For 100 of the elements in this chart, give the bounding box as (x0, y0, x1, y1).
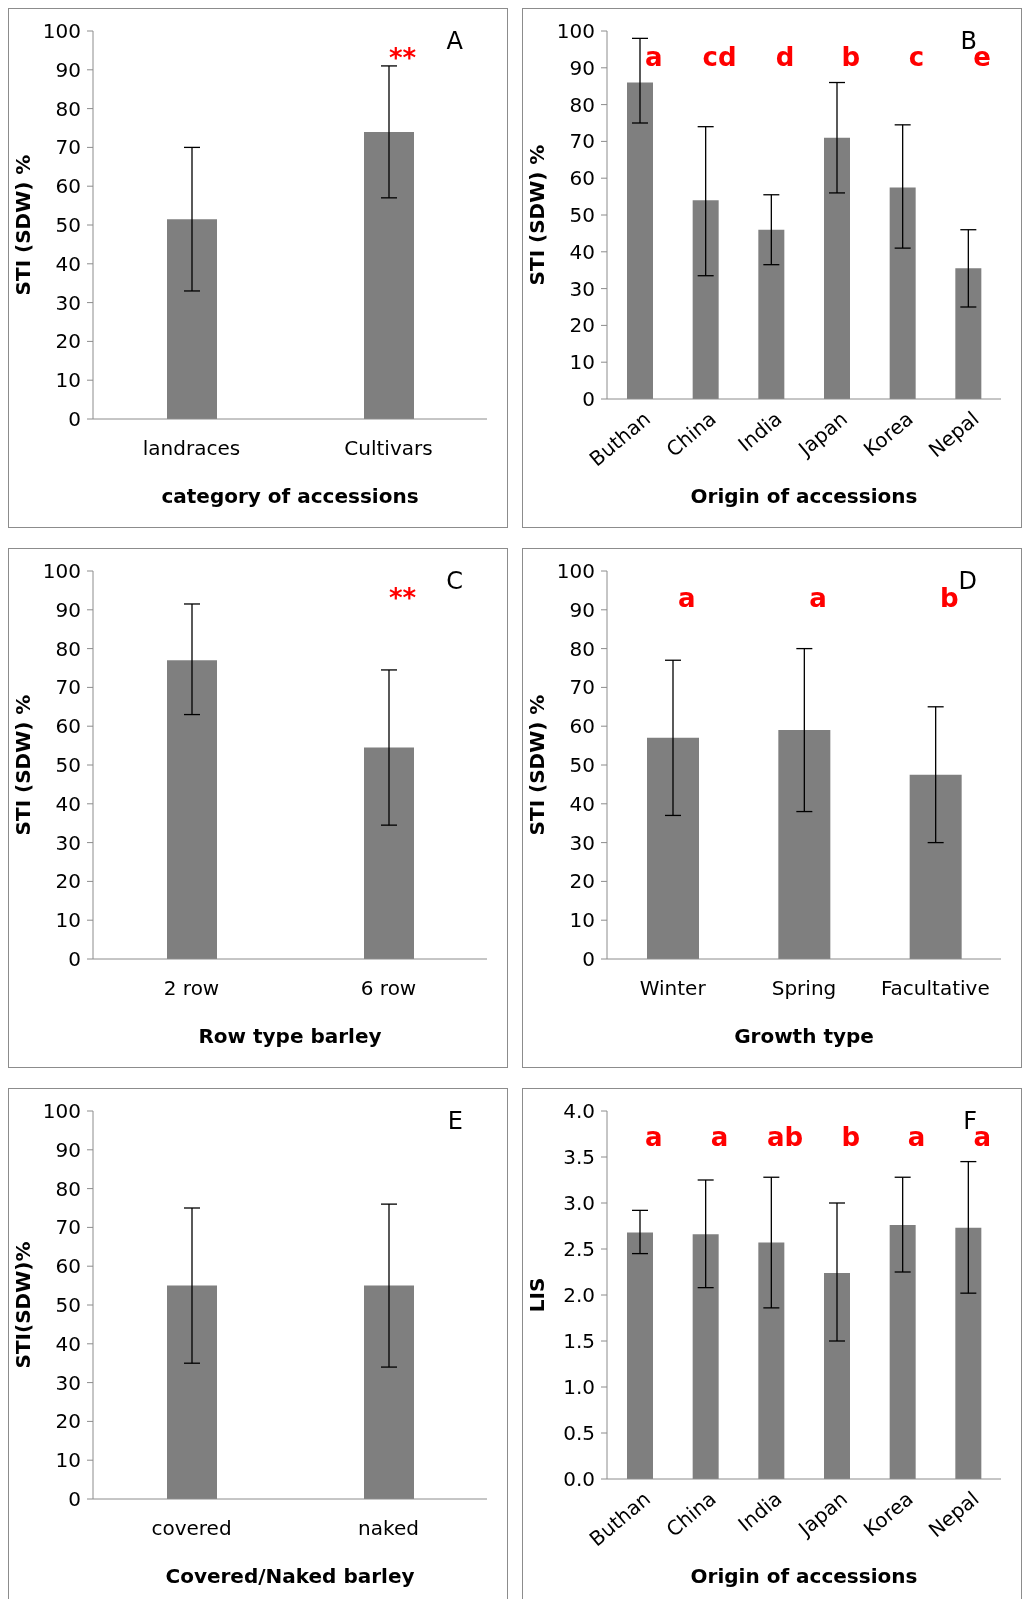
y-tick-label: 80 (55, 1176, 81, 1201)
y-tick-label: 80 (55, 636, 81, 661)
y-tick-label: 2.5 (563, 1237, 595, 1261)
annotation: a (645, 41, 663, 72)
x-axis-title: Growth type (734, 1024, 874, 1048)
y-tick-label: 4.0 (563, 1099, 595, 1123)
x-tick-label: Winter (639, 976, 707, 1000)
bar (909, 774, 962, 959)
y-tick-label: 100 (556, 19, 595, 43)
bar (955, 268, 982, 399)
y-tick-label: 30 (569, 276, 595, 301)
y-tick-label: 0.5 (563, 1421, 595, 1445)
x-axis-title: Covered/Naked barley (165, 1564, 415, 1588)
bar (889, 1225, 916, 1479)
bar (889, 187, 916, 399)
x-tick-label: landraces (142, 436, 241, 460)
annotation: D (958, 567, 977, 595)
annotation: C (446, 567, 463, 595)
annotation: a (677, 583, 696, 614)
y-tick-label: 1.5 (563, 1329, 595, 1353)
y-tick-label: 30 (55, 1370, 81, 1395)
y-tick-label: 0 (582, 387, 595, 411)
y-tick-label: 30 (569, 830, 595, 855)
y-tick-label: 50 (55, 1293, 81, 1317)
y-tick-label: 60 (55, 174, 81, 199)
annotation: d (775, 41, 795, 72)
y-tick-label: 80 (569, 636, 595, 661)
annotation: a (907, 1121, 926, 1152)
y-tick-label: 90 (55, 1137, 81, 1162)
y-axis-title: LIS (525, 1277, 550, 1313)
y-tick-label: 90 (55, 57, 81, 82)
x-axis-title: category of accessions (161, 484, 419, 508)
annotation: a (710, 1121, 729, 1152)
bar (627, 1232, 653, 1479)
x-tick-label: 2 row (163, 976, 220, 1000)
y-tick-label: 50 (569, 203, 595, 227)
x-axis-title: Row type barley (198, 1024, 382, 1048)
y-tick-label: 20 (55, 869, 81, 894)
y-axis-title: STI (SDW) % (11, 694, 36, 836)
x-tick-label: 6 row (360, 976, 417, 1000)
x-axis-title: Origin of accessions (690, 1564, 918, 1588)
y-tick-label: 60 (569, 166, 595, 191)
bar (758, 1242, 785, 1479)
annotation: a (809, 583, 827, 614)
y-tick-label: 80 (55, 96, 81, 121)
annotation: c (908, 41, 925, 72)
y-tick-label: 90 (55, 597, 81, 622)
y-tick-label: 50 (55, 753, 81, 777)
annotation: b (940, 583, 959, 614)
x-tick-label: covered (151, 1516, 232, 1540)
y-tick-label: 100 (42, 1099, 81, 1123)
y-tick-label: 50 (55, 213, 81, 237)
bar (692, 1234, 719, 1479)
bar (824, 137, 850, 399)
y-tick-label: 10 (55, 908, 81, 933)
y-tick-label: 70 (55, 1215, 81, 1240)
x-tick-label: Facultative (880, 976, 990, 1000)
y-tick-label: 60 (55, 1254, 81, 1279)
y-tick-label: 0 (68, 407, 81, 431)
x-tick-label: naked (358, 1516, 419, 1540)
y-tick-label: 100 (556, 559, 595, 583)
y-tick-label: 100 (42, 559, 81, 583)
annotation: E (447, 1107, 463, 1135)
y-tick-label: 40 (55, 251, 81, 276)
y-tick-label: 1.0 (563, 1375, 595, 1399)
bar (758, 229, 785, 399)
bar (955, 1227, 982, 1479)
annotation: A (446, 27, 463, 55)
y-tick-label: 50 (569, 753, 595, 777)
y-tick-label: 70 (569, 675, 595, 700)
annotation: ** (388, 583, 417, 614)
bar (647, 737, 699, 959)
x-tick-label: Spring (771, 976, 837, 1000)
x-axis-title: Origin of accessions (690, 484, 918, 508)
y-tick-label: 40 (569, 791, 595, 816)
y-axis-title: STI (SDW) % (525, 144, 550, 286)
y-tick-label: 10 (569, 350, 595, 375)
y-tick-label: 40 (55, 791, 81, 816)
bar (778, 730, 831, 959)
y-tick-label: 80 (569, 92, 595, 117)
y-tick-label: 10 (569, 908, 595, 933)
y-tick-label: 20 (569, 869, 595, 894)
annotation: ab (767, 1121, 804, 1152)
y-tick-label: 3.0 (563, 1191, 595, 1215)
y-tick-label: 70 (55, 675, 81, 700)
y-tick-label: 3.5 (563, 1145, 595, 1169)
y-tick-label: 10 (55, 368, 81, 393)
y-tick-label: 0 (582, 947, 595, 971)
y-tick-label: 0 (68, 947, 81, 971)
y-tick-label: 90 (569, 55, 595, 80)
bar (824, 1272, 850, 1479)
y-tick-label: 2.0 (563, 1283, 595, 1307)
annotation: cd (702, 41, 737, 72)
y-tick-label: 0 (68, 1487, 81, 1511)
bar (627, 82, 653, 399)
y-tick-label: 20 (55, 329, 81, 354)
y-axis-title: STI(SDW)% (11, 1241, 36, 1369)
annotation: b (841, 1121, 861, 1152)
y-tick-label: 40 (569, 239, 595, 264)
y-tick-label: 30 (55, 830, 81, 855)
